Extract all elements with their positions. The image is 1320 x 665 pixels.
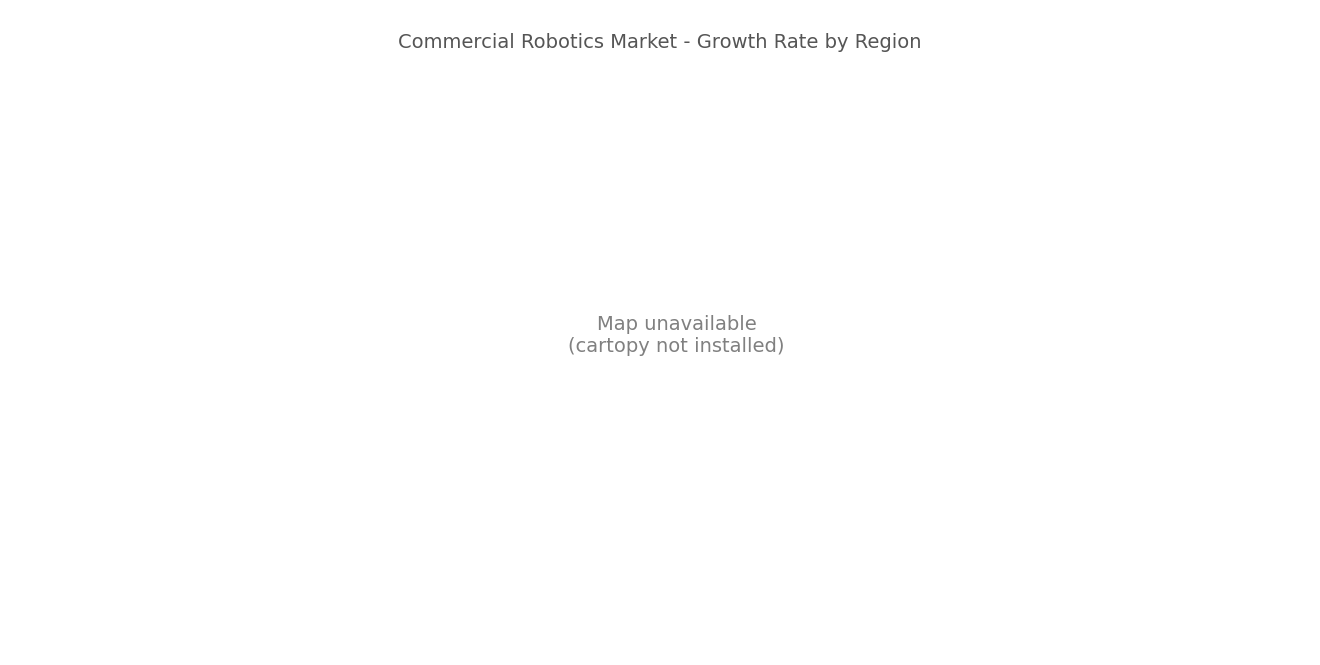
Text: Map unavailable
(cartopy not installed): Map unavailable (cartopy not installed) <box>568 315 785 356</box>
Text: Commercial Robotics Market - Growth Rate by Region: Commercial Robotics Market - Growth Rate… <box>399 33 921 53</box>
